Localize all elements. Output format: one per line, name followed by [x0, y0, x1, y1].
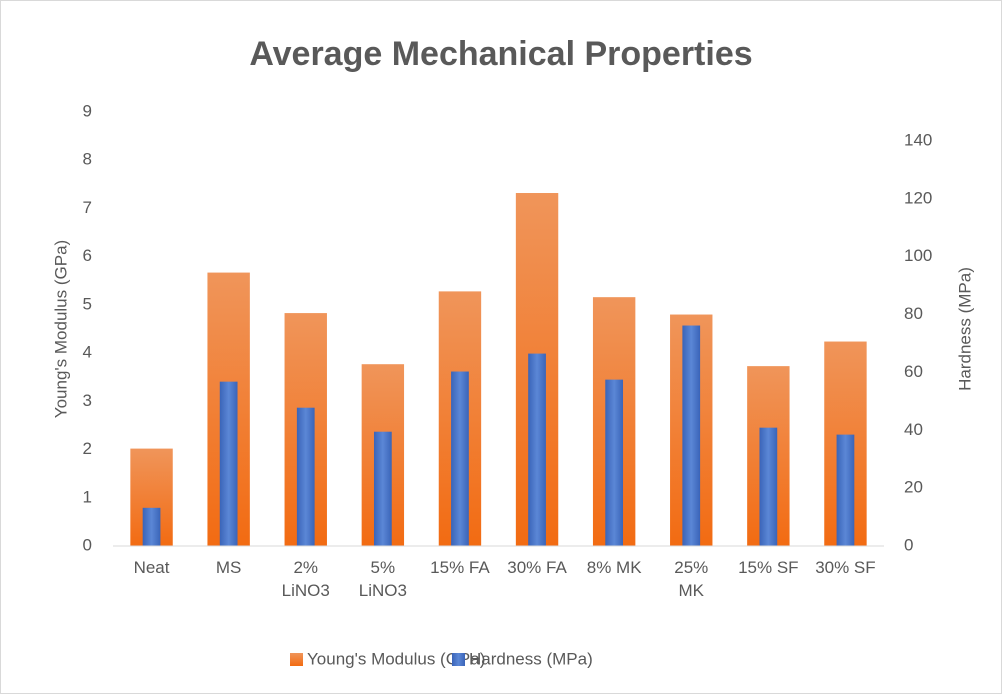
y2-tick-label: 0: [904, 535, 913, 554]
y2-tick-label: 120: [904, 188, 932, 207]
y-tick-label: 3: [83, 391, 92, 410]
y-tick-label: 9: [83, 101, 92, 120]
y2-axis-label: Hardness (MPa): [955, 267, 974, 391]
x-tick-label: 5% LiNO3: [358, 558, 407, 600]
y-tick-label: 4: [83, 343, 92, 362]
legend-swatch: [290, 653, 303, 666]
y2-tick-label: 100: [904, 246, 932, 265]
legend-swatch: [452, 653, 465, 666]
x-tick-label: 30% FA: [507, 558, 567, 577]
bar: [836, 434, 855, 546]
y2-tick-label: 60: [904, 362, 923, 381]
x-tick-label: 25% MK: [674, 558, 709, 600]
y-tick-label: 7: [83, 198, 92, 217]
x-tick-label: 30% SF: [815, 558, 876, 577]
bar: [759, 427, 778, 546]
y-axis-label: Young's Modulus (GPa): [51, 240, 70, 418]
y-tick-label: 6: [83, 246, 92, 265]
y-tick-label: 1: [83, 487, 92, 506]
y2-tick-label: 40: [904, 420, 923, 439]
bar: [373, 431, 392, 546]
x-tick-label: 2% LiNO3: [281, 558, 330, 600]
legend-label: Young's Modulus (GPa): [307, 649, 485, 668]
chart-title: Average Mechanical Properties: [249, 35, 752, 73]
x-tick-label: Neat: [133, 558, 170, 577]
x-tick-label: 8% MK: [586, 558, 642, 577]
bar: [451, 371, 469, 546]
y2-tick-label: 80: [904, 304, 923, 323]
bar: [605, 379, 624, 546]
bar: [142, 507, 161, 546]
y2-tick-label: 20: [904, 478, 923, 497]
y-tick-label: 2: [83, 439, 92, 458]
legend-label: Hardness (MPa): [469, 649, 593, 668]
x-tick-label: MS: [215, 558, 242, 577]
y-tick-label: 0: [83, 535, 92, 554]
y-tick-label: 5: [83, 294, 92, 313]
bar: [219, 381, 238, 546]
y2-tick-label: 140: [904, 130, 932, 149]
x-tick-label: 15% FA: [430, 558, 490, 577]
bar: [682, 325, 701, 546]
y-tick-label: 8: [83, 150, 92, 169]
bar: [296, 407, 315, 546]
x-tick-label: 15% SF: [738, 558, 799, 577]
bar: [528, 353, 546, 546]
